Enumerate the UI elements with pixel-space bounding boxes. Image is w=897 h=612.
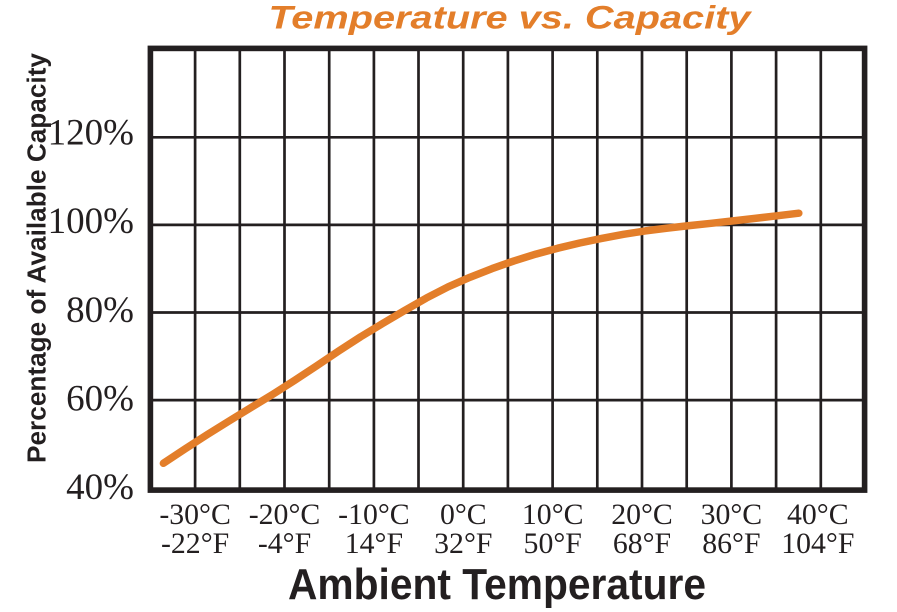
svg-text:-30°C: -30°C (159, 498, 231, 531)
svg-text:40°C: 40°C (787, 498, 849, 531)
svg-text:-22°F: -22°F (161, 527, 229, 560)
svg-text:120%: 120% (48, 113, 134, 154)
svg-text:50°F: 50°F (524, 527, 582, 560)
svg-text:-4°F: -4°F (258, 527, 311, 560)
svg-text:0°C: 0°C (440, 498, 487, 531)
svg-text:32°F: 32°F (434, 527, 492, 560)
svg-text:86°F: 86°F (702, 527, 760, 560)
svg-text:10°C: 10°C (522, 498, 584, 531)
svg-text:60%: 60% (66, 379, 134, 420)
svg-text:Temperature vs. Capacity: Temperature vs. Capacity (269, 0, 754, 35)
svg-text:14°F: 14°F (345, 527, 403, 560)
svg-text:Percentage of Available Capaci: Percentage of Available Capacity (22, 53, 52, 463)
svg-text:100%: 100% (48, 201, 134, 242)
svg-text:68°F: 68°F (613, 527, 671, 560)
svg-text:104°F: 104°F (781, 527, 854, 560)
svg-text:20°C: 20°C (611, 498, 673, 531)
svg-text:80%: 80% (66, 290, 134, 331)
svg-text:-10°C: -10°C (338, 498, 410, 531)
svg-text:30°C: 30°C (701, 498, 763, 531)
svg-text:Ambient Temperature: Ambient Temperature (288, 561, 706, 609)
svg-text:-20°C: -20°C (249, 498, 321, 531)
svg-text:40%: 40% (66, 467, 134, 508)
